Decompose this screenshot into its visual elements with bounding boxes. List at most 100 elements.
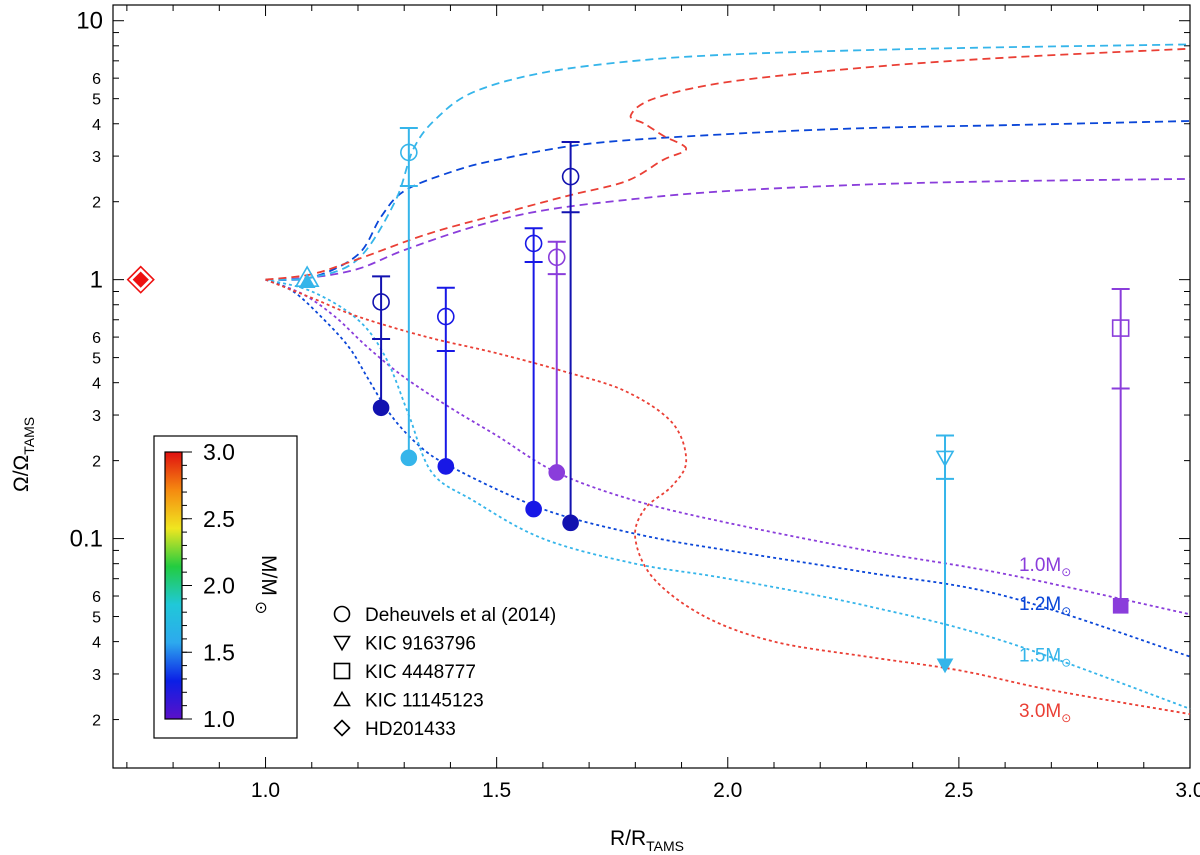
x-axis-label-sub: TAMS [646, 838, 684, 854]
obs-deheuvels-4 [524, 227, 543, 518]
y-axis-label: Ω/ΩTAMS [10, 417, 37, 492]
y-tick-label: 2 [92, 713, 101, 730]
marker-envelope [294, 265, 320, 288]
y-tick-label: 10 [76, 8, 103, 35]
legend-label: KIC 9163796 [365, 634, 476, 655]
sun-symbol: ⊙ [1061, 656, 1071, 670]
marker-envelope [437, 307, 455, 326]
marker-core [936, 658, 954, 674]
marker-envelope [372, 293, 390, 311]
track-label-text: 1.0M [1019, 555, 1061, 576]
obs-hd201433 [126, 265, 155, 294]
obs-kic-11145123 [294, 265, 320, 289]
sun-symbol: ⊙ [1061, 565, 1071, 579]
y-tick-label: 0.1 [70, 526, 103, 553]
legend: Deheuvels et al (2014) KIC 9163796 KIC 444… [333, 605, 556, 740]
colorbar-tick-label: 1.5 [203, 639, 235, 665]
sun-symbol: ⊙ [1061, 604, 1071, 618]
y-tick-label: 3 [92, 408, 101, 425]
track-label-text: 1.2M [1019, 594, 1061, 615]
x-axis-label-main: R/R [610, 827, 646, 850]
x-tick-label: 3.0 [1175, 779, 1200, 802]
track-1-0m-env [265, 178, 1191, 281]
legend-label: Deheuvels et al (2014) [365, 605, 556, 626]
marker-core [548, 464, 566, 481]
track-1-2m-env [265, 120, 1191, 281]
y-tick-label: 4 [92, 117, 101, 134]
obs-deheuvels-1 [372, 275, 391, 417]
y-axis-label-main: Ω/Ω [10, 455, 33, 492]
track-label-text: 3.0M [1019, 701, 1061, 722]
obs-kic-9163796 [935, 434, 955, 674]
track-3-0m-env [265, 47, 1191, 281]
marker-core [525, 500, 542, 518]
obs-deheuvels-5 [547, 240, 566, 481]
marker-envelope [1111, 319, 1130, 337]
track-1-5m-env [265, 43, 1191, 281]
axes: 1.0 1.5 2.0 2.5 3.0 10 6 5 4 3 2 1 6 5 4 3 2 0.1 6 5 4 3 2 [70, 4, 1200, 802]
obs-deheuvels-3 [436, 286, 455, 475]
marker-core [132, 271, 149, 288]
y-tick-label: 5 [92, 351, 101, 368]
legend-square-icon [333, 662, 351, 680]
marker-envelope [400, 143, 418, 162]
colorbar-gradient [164, 451, 183, 720]
model-tracks: 1.0M⊙1.2M⊙1.5M⊙3.0M⊙ [265, 43, 1191, 725]
marker-envelope [547, 248, 566, 267]
legend-label: KIC 4448777 [365, 662, 476, 683]
legend-triangle-down-icon [333, 635, 351, 652]
y-tick-label: 2 [92, 195, 101, 212]
legend-circle-icon [333, 605, 351, 623]
x-tick-label: 2.0 [713, 779, 742, 802]
colorbar-label-group: M/M ⊙ [252, 555, 280, 614]
y-tick-label: 5 [92, 92, 101, 109]
track-1-0m [265, 278, 1191, 616]
x-axis-label: R/RTAMS [610, 827, 684, 854]
marker-core [372, 399, 390, 417]
marker-core [400, 449, 418, 467]
y-tick-label: 3 [92, 149, 101, 166]
sun-symbol: ⊙ [1061, 711, 1071, 725]
track-1-5m [265, 278, 1191, 710]
y-tick-label: 6 [92, 71, 101, 88]
y-tick-label: 6 [92, 589, 101, 606]
observations [126, 127, 1130, 674]
marker-envelope [561, 167, 580, 186]
track-label: 1.2M⊙ [1019, 594, 1071, 618]
colorbar-label: M/M [257, 555, 280, 596]
plot-frame [112, 4, 1191, 769]
colorbar-tick-label: 3.0 [203, 439, 235, 465]
obs-deheuvels-6 [561, 141, 580, 532]
y-tick-label: 3 [92, 667, 101, 684]
marker-envelope [524, 234, 543, 253]
marker-core [298, 273, 316, 289]
track-3-0m [265, 278, 1191, 715]
x-tick-label: 2.5 [944, 779, 973, 802]
colorbar-sun-symbol: ⊙ [252, 601, 269, 614]
marker-core [1112, 598, 1129, 614]
y-axis-label-group: Ω/ΩTAMS [10, 417, 37, 492]
track-1-2m [265, 278, 1191, 658]
obs-kic-4448777 [1111, 288, 1130, 614]
marker-envelope [126, 265, 155, 294]
y-tick-label: 4 [92, 635, 101, 652]
y-tick-label: 1 [90, 267, 103, 294]
y-tick-label: 4 [92, 376, 101, 393]
marker-envelope [935, 450, 955, 468]
marker-core [437, 458, 455, 475]
marker-core [562, 514, 579, 532]
track-label: 1.0M⊙ [1019, 555, 1071, 579]
y-tick-label: 5 [92, 610, 101, 627]
colorbar-tick-label: 2.0 [203, 573, 235, 599]
x-tick-label: 1.5 [482, 779, 511, 802]
colorbar-tick-label: 2.5 [203, 506, 235, 532]
track-label-text: 1.5M [1019, 646, 1061, 667]
track-label: 3.0M⊙ [1019, 701, 1071, 725]
legend-diamond-icon [333, 719, 351, 737]
y-tick-label: 6 [92, 330, 101, 347]
y-axis-label-sub: TAMS [21, 417, 37, 455]
x-tick-label: 1.0 [251, 779, 280, 802]
legend-triangle-up-icon [333, 690, 351, 707]
